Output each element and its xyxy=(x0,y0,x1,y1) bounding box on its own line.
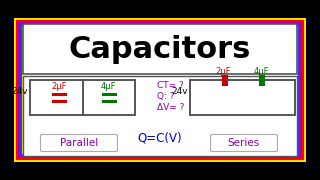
Text: 4μF: 4μF xyxy=(101,82,116,91)
Text: 24v: 24v xyxy=(12,87,28,96)
Text: Parallel: Parallel xyxy=(60,138,98,148)
FancyBboxPatch shape xyxy=(41,134,117,152)
FancyBboxPatch shape xyxy=(211,134,277,152)
Bar xyxy=(30,80,135,115)
Text: 24v: 24v xyxy=(172,87,188,96)
Text: 2μF: 2μF xyxy=(216,68,231,76)
Text: CT= ?: CT= ? xyxy=(157,80,184,89)
Text: Q=C(V): Q=C(V) xyxy=(138,132,182,145)
Text: Q: ?: Q: ? xyxy=(157,91,174,100)
Text: 4μF: 4μF xyxy=(254,68,269,76)
Bar xyxy=(19,23,301,157)
Bar xyxy=(17,21,303,159)
Text: Capacitors: Capacitors xyxy=(69,35,251,64)
Text: ΔV= ?: ΔV= ? xyxy=(157,102,184,111)
Bar xyxy=(190,80,295,115)
Bar xyxy=(23,76,297,156)
Text: 2μF: 2μF xyxy=(52,82,67,91)
Bar xyxy=(21,25,299,155)
Bar xyxy=(23,24,297,74)
Bar xyxy=(14,18,306,162)
Bar xyxy=(23,24,297,156)
Text: Series: Series xyxy=(228,138,260,148)
